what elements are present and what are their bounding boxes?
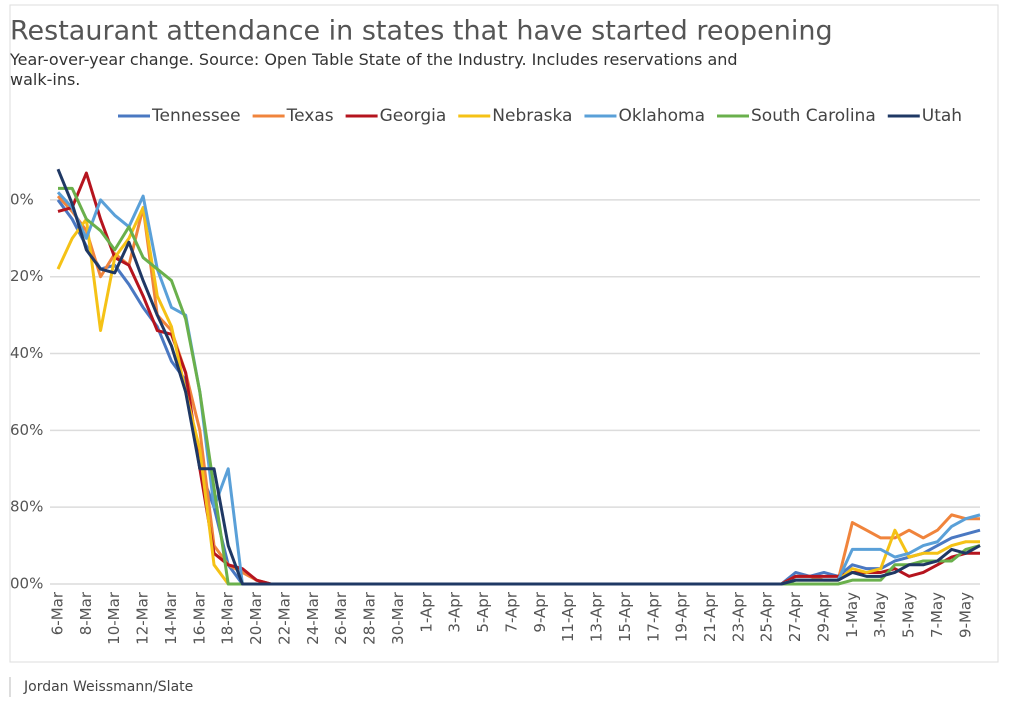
x-tick-label: 15-Apr	[616, 591, 634, 642]
series-line	[56, 191, 981, 586]
series-line	[56, 195, 980, 586]
subtitle-line: walk-ins.	[10, 70, 80, 89]
x-tick-label: 9-May	[956, 592, 974, 638]
x-tick-label: 20-Mar	[247, 591, 265, 645]
x-tick-label: 23-Apr	[729, 591, 747, 642]
x-tick-label: 30-Mar	[389, 591, 407, 645]
x-tick-label: 29-Apr	[814, 591, 832, 642]
x-tick-label: 3-May	[871, 592, 889, 638]
x-tick-label: 17-Apr	[644, 591, 662, 642]
x-tick-label: 5-May	[900, 592, 918, 638]
x-tick-label: 27-Apr	[786, 591, 804, 642]
x-tick-label: 26-Mar	[332, 591, 350, 645]
y-tick-label: 0%	[10, 190, 34, 208]
x-tick-label: 18-Mar	[219, 591, 237, 645]
series-line	[58, 186, 981, 586]
x-tick-label: 28-Mar	[361, 591, 379, 645]
series-line	[56, 168, 981, 586]
chart-frame	[9, 4, 999, 663]
legend-label: Oklahoma	[618, 106, 705, 126]
series-line	[56, 199, 981, 586]
x-tick-label: 6-Mar	[49, 591, 67, 635]
x-tick-label: 1-Apr	[417, 591, 435, 632]
x-tick-label: 13-Apr	[588, 591, 606, 642]
x-tick-label: 5-Apr	[474, 591, 492, 632]
x-tick-label: 9-Apr	[531, 591, 549, 632]
source: Jordan Weissmann/Slate	[23, 679, 193, 695]
legend-label: South Carolina	[751, 106, 876, 126]
legend-label: Utah	[922, 106, 962, 126]
chart-subtitle: Year-over-year change. Source: Open Tabl…	[9, 50, 738, 89]
x-tick-label: 10-Mar	[105, 591, 123, 645]
x-tick-label: 3-Apr	[446, 591, 464, 632]
x-tick-label: 1-May	[843, 592, 861, 638]
x-tick-label: 11-Apr	[559, 591, 577, 642]
series-line	[56, 206, 980, 586]
legend-label: Georgia	[380, 106, 447, 126]
y-tick-label: 80%	[10, 498, 43, 516]
chart-title: Restaurant attendance in states that hav…	[10, 16, 833, 47]
y-tick-label: 60%	[10, 421, 43, 439]
x-tick-label: 7-Apr	[502, 591, 520, 632]
subtitle-line: Year-over-year change. Source: Open Tabl…	[9, 50, 738, 69]
x-tick-label: 24-Mar	[304, 591, 322, 645]
y-tick-label: 20%	[10, 267, 43, 285]
y-tick-label: 40%	[10, 344, 43, 362]
x-tick-label: 19-Apr	[673, 591, 691, 642]
x-tick-label: 14-Mar	[162, 591, 180, 645]
x-tick-label: 7-May	[928, 592, 946, 638]
legend-label: Nebraska	[492, 106, 572, 126]
x-tick-label: 16-Mar	[190, 591, 208, 645]
legend-label: Texas	[286, 106, 334, 126]
y-tick-label: 00%	[10, 575, 43, 593]
x-tick-label: 21-Apr	[701, 591, 719, 642]
x-tick-label: 12-Mar	[134, 591, 152, 645]
x-tick-label: 25-Apr	[758, 591, 776, 642]
x-tick-label: 8-Mar	[77, 591, 95, 635]
legend-label: Tennessee	[151, 106, 241, 126]
x-tick-label: 22-Mar	[275, 591, 293, 645]
